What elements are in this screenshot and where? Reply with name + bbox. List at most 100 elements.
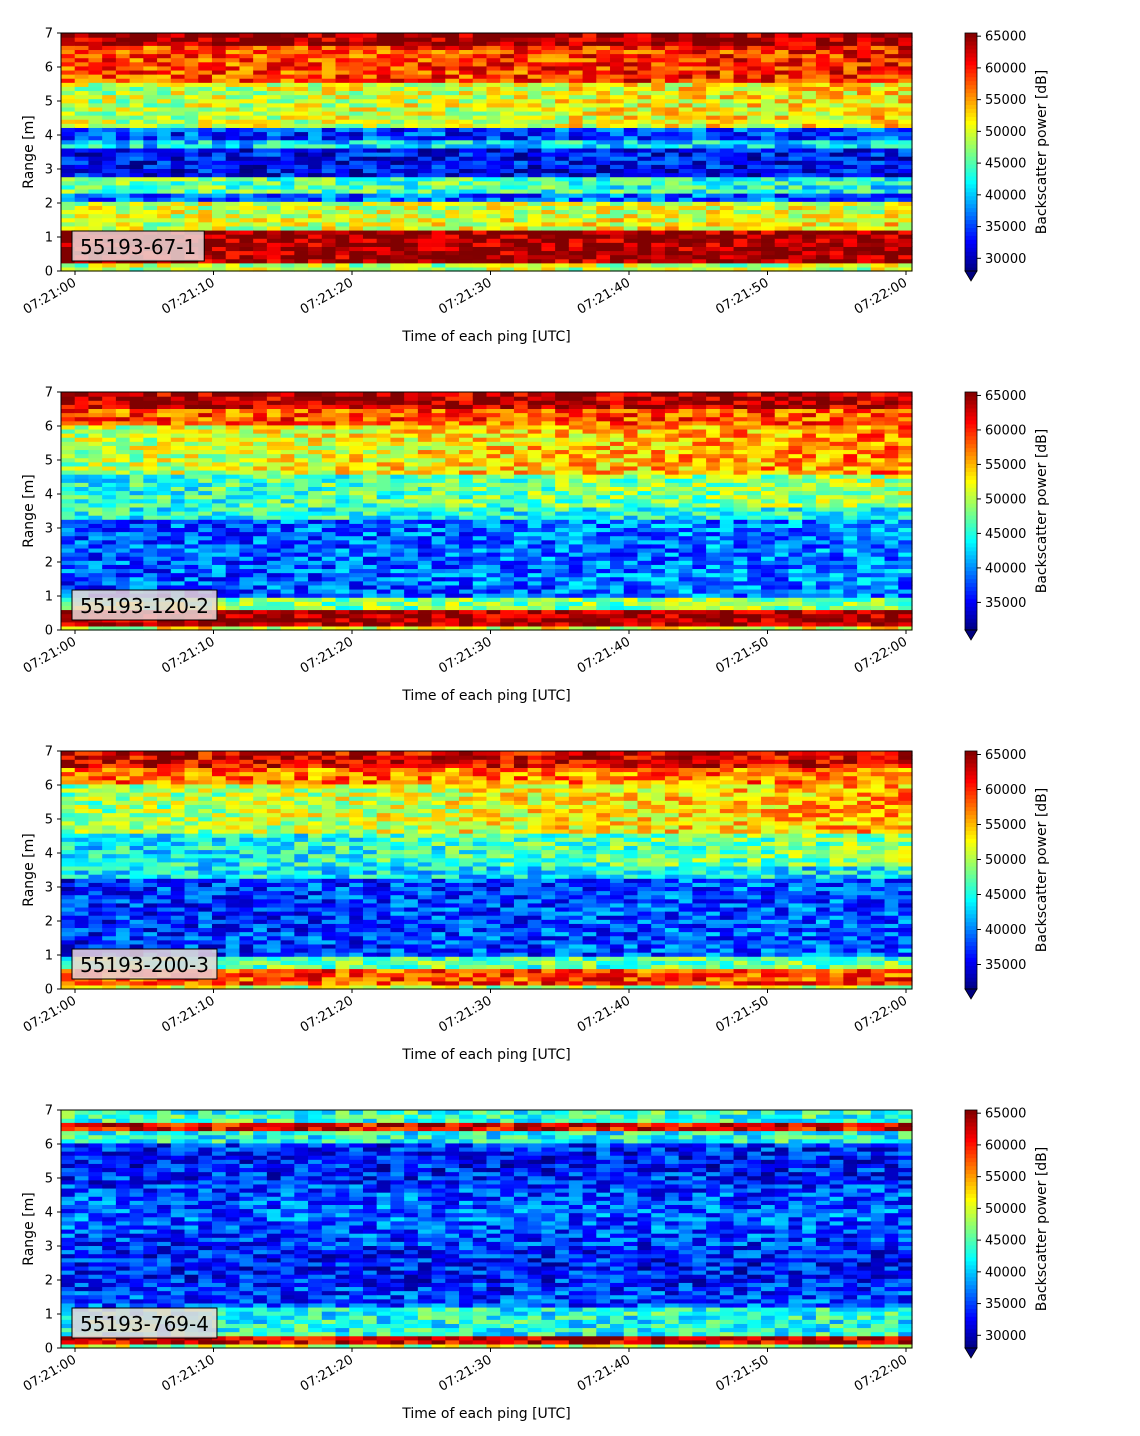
heatmap-cell <box>225 143 241 149</box>
heatmap-cell <box>335 123 350 128</box>
heatmap-cell <box>610 102 625 108</box>
heatmap-cell <box>829 266 844 272</box>
heatmap-cell <box>266 221 282 227</box>
heatmap-cell <box>747 254 762 260</box>
heatmap-cell <box>637 147 652 153</box>
heatmap-cell <box>61 266 76 272</box>
heatmap-cell <box>198 547 213 553</box>
heatmap-cell <box>294 560 309 565</box>
heatmap-cell <box>115 453 131 459</box>
heatmap-cell <box>61 168 76 174</box>
heatmap-cell <box>266 102 282 108</box>
heatmap-cell <box>335 246 350 252</box>
heatmap-cell <box>843 143 858 149</box>
heatmap-cell <box>761 254 776 260</box>
heatmap-cell <box>870 156 886 161</box>
heatmap-cell <box>445 152 460 157</box>
heatmap-cell <box>74 461 90 467</box>
heatmap-cell <box>596 160 611 165</box>
heatmap-cell <box>610 205 625 211</box>
heatmap-cell <box>898 53 913 59</box>
heatmap-cell <box>184 193 199 198</box>
heatmap-cell <box>294 396 309 401</box>
heatmap-cell <box>115 502 131 508</box>
heatmap-cell <box>733 90 748 96</box>
heatmap-cell <box>733 156 748 161</box>
heatmap-cell <box>294 523 309 529</box>
heatmap-cell <box>513 197 529 202</box>
heatmap-cell <box>843 98 858 104</box>
heatmap-cell <box>308 143 323 149</box>
heatmap-cell <box>404 234 419 239</box>
heatmap-cell <box>239 482 254 487</box>
heatmap-cell <box>829 193 844 198</box>
heatmap-cell <box>513 37 529 42</box>
heatmap-cell <box>266 568 282 574</box>
heatmap-cell <box>637 86 652 92</box>
heatmap-cell <box>500 213 515 219</box>
heatmap-cell <box>266 94 282 100</box>
heatmap-cell <box>857 45 872 51</box>
heatmap-cell <box>335 392 350 397</box>
heatmap-cell <box>527 41 543 46</box>
heatmap-cell <box>280 404 295 410</box>
heatmap-cell <box>829 258 844 264</box>
heatmap-cell <box>692 197 707 202</box>
heatmap-cell <box>459 86 474 92</box>
heatmap-cell <box>815 147 831 153</box>
heatmap-cell <box>500 205 515 211</box>
heatmap-cell <box>870 242 886 247</box>
heatmap-cell <box>266 474 282 479</box>
heatmap-cell <box>555 65 570 71</box>
heatmap-cell <box>623 86 639 92</box>
heatmap-cell <box>115 543 131 549</box>
heatmap-cell <box>143 168 158 174</box>
heatmap-cell <box>431 143 446 149</box>
colorbar-segment <box>965 128 977 133</box>
heatmap-cell <box>623 188 639 194</box>
heatmap-cell <box>308 258 323 264</box>
heatmap-cell <box>211 511 227 516</box>
heatmap-cell <box>870 197 886 202</box>
heatmap-cell <box>623 74 639 79</box>
heatmap-cell <box>170 420 186 426</box>
heatmap-cell <box>198 82 213 87</box>
heatmap-cell <box>568 53 584 59</box>
heatmap-cell <box>349 242 364 247</box>
heatmap-cell <box>486 254 501 260</box>
heatmap-cell <box>253 416 268 422</box>
heatmap-cell <box>239 94 254 100</box>
heatmap-cell <box>335 457 350 463</box>
heatmap-cell <box>170 552 186 557</box>
heatmap-cell <box>472 139 488 145</box>
heatmap-cell <box>115 584 131 590</box>
heatmap-cell <box>774 94 790 100</box>
heatmap-cell <box>280 37 295 42</box>
heatmap-cell <box>102 482 117 487</box>
heatmap-cell <box>362 176 378 182</box>
heatmap-cell <box>170 65 186 71</box>
heatmap-cell <box>390 110 405 116</box>
heatmap-cell <box>349 449 364 455</box>
heatmap-cell <box>857 242 872 247</box>
heatmap-cell <box>376 94 392 100</box>
heatmap-cell <box>266 465 282 471</box>
heatmap-cell <box>527 172 543 178</box>
heatmap-cell <box>815 176 831 182</box>
heatmap-cell <box>143 135 158 141</box>
heatmap-cell <box>294 213 309 219</box>
heatmap-cell <box>335 560 350 565</box>
heatmap-cell <box>294 106 309 112</box>
heatmap-cell <box>143 37 158 42</box>
heatmap-cell <box>61 424 76 430</box>
heatmap-cell <box>225 115 241 120</box>
heatmap-cell <box>143 412 158 418</box>
heatmap-cell <box>870 184 886 190</box>
colorbar-segment <box>965 140 977 145</box>
heatmap-cell <box>143 621 158 627</box>
heatmap-cell <box>678 209 693 215</box>
heatmap-cell <box>349 78 364 83</box>
heatmap-cell <box>74 408 90 414</box>
heatmap-cell <box>335 221 350 227</box>
heatmap-cell <box>143 453 158 459</box>
